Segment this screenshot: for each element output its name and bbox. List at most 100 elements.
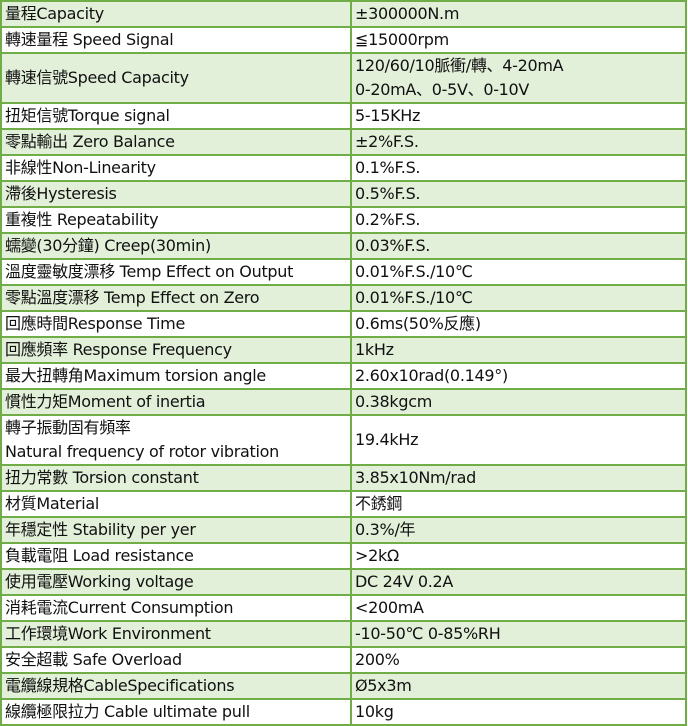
table-row: 扭矩信號Torque signal 5-15KHz [0, 102, 687, 130]
spec-label-cell: 轉子振動固有頻率 Natural frequency of rotor vibra… [0, 414, 352, 466]
table-row: 負載電阻 Load resistance >2kΩ [0, 542, 687, 570]
spec-value: <200mA [355, 598, 424, 617]
spec-label-cell: 使用電壓Working voltage [0, 568, 352, 596]
table-row: 量程Capacity ±300000N.m [0, 0, 687, 28]
spec-value: 0.01%F.S./10℃ [355, 288, 473, 307]
spec-label: 安全超載 Safe Overload [5, 650, 182, 669]
spec-value-cell: 1kHz [350, 336, 687, 364]
spec-label: Natural frequency of rotor vibration [5, 442, 279, 461]
table-row: 蠕變(30分鐘) Creep(30min) 0.03%F.S. [0, 232, 687, 260]
spec-label: 材質Material [5, 494, 100, 513]
spec-label-cell: 負載電阻 Load resistance [0, 542, 352, 570]
spec-value-cell: DC 24V 0.2A [350, 568, 687, 596]
spec-value-cell: 0.3%/年 [350, 516, 687, 544]
spec-label-cell: 安全超載 Safe Overload [0, 646, 352, 674]
spec-label-cell: 消耗電流Current Consumption [0, 594, 352, 622]
table-row: 轉子振動固有頻率 Natural frequency of rotor vibra… [0, 414, 687, 466]
table-row: 重複性 Repeatability 0.2%F.S. [0, 206, 687, 234]
spec-label: 扭矩信號Torque signal [5, 106, 170, 125]
spec-value-cell: 2.60x10rad(0.149°) [350, 362, 687, 390]
table-row: 零點輸出 Zero Balance ±2%F.S. [0, 128, 687, 156]
spec-label-cell: 蠕變(30分鐘) Creep(30min) [0, 232, 352, 260]
spec-label: 重複性 Repeatability [5, 210, 159, 229]
table-row: 零點溫度漂移 Temp Effect on Zero 0.01%F.S./10℃ [0, 284, 687, 312]
spec-label-cell: 年穩定性 Stability per yer [0, 516, 352, 544]
spec-label: 線纜極限拉力 Cable ultimate pull [5, 702, 250, 721]
spec-label-cell: 回應時間Response Time [0, 310, 352, 338]
table-row: 回應時間Response Time 0.6ms(50%反應) [0, 310, 687, 338]
spec-value: 2.60x10rad(0.149°) [355, 366, 508, 385]
spec-value: 0.5%F.S. [355, 184, 421, 203]
spec-value: 0.38kgcm [355, 392, 433, 411]
spec-label: 溫度靈敏度漂移 Temp Effect on Output [5, 262, 294, 281]
spec-label-cell: 扭力常數 Torsion constant [0, 464, 352, 492]
table-row: 安全超載 Safe Overload 200% [0, 646, 687, 674]
spec-value: 0.3%/年 [355, 520, 416, 539]
spec-label-cell: 材質Material [0, 490, 352, 518]
table-row: 回應頻率 Response Frequency 1kHz [0, 336, 687, 364]
spec-value-cell: 0.5%F.S. [350, 180, 687, 208]
spec-value-cell: ±2%F.S. [350, 128, 687, 156]
spec-value-cell: 200% [350, 646, 687, 674]
spec-value: ≦15000rpm [355, 30, 449, 49]
spec-label: 扭力常數 Torsion constant [5, 468, 199, 487]
spec-value: 0.03%F.S. [355, 236, 431, 255]
spec-value-cell: 3.85x10Nm/rad [350, 464, 687, 492]
spec-label: 零點輸出 Zero Balance [5, 132, 175, 151]
spec-label: 回應時間Response Time [5, 314, 185, 333]
spec-value: 1kHz [355, 340, 394, 359]
table-row: 電纜線規格CableSpecifications Ø5x3m [0, 672, 687, 700]
spec-value: 0.1%F.S. [355, 158, 421, 177]
spec-label-cell: 溫度靈敏度漂移 Temp Effect on Output [0, 258, 352, 286]
spec-label: 慣性力矩Moment of inertia [5, 392, 206, 411]
spec-value-cell: 0.6ms(50%反應) [350, 310, 687, 338]
spec-value: 10kg [355, 702, 394, 721]
spec-value-cell: 0.01%F.S./10℃ [350, 284, 687, 312]
spec-value: 120/60/10脈衝/轉、4-20mA [355, 56, 564, 75]
table-row: 慣性力矩Moment of inertia 0.38kgcm [0, 388, 687, 416]
table-row: 非線性Non-Linearity 0.1%F.S. [0, 154, 687, 182]
spec-value: 3.85x10Nm/rad [355, 468, 477, 487]
spec-value: ±300000N.m [355, 4, 460, 23]
spec-value: ±2%F.S. [355, 132, 419, 151]
spec-value: 不銹鋼 [355, 494, 403, 513]
spec-label: 轉速信號Speed Capacity [5, 68, 189, 87]
spec-value: 5-15KHz [355, 106, 421, 125]
table-row: 轉速信號Speed Capacity 120/60/10脈衝/轉、4-20mA 0-… [0, 52, 687, 104]
spec-label-cell: 零點溫度漂移 Temp Effect on Zero [0, 284, 352, 312]
spec-label: 蠕變(30分鐘) Creep(30min) [5, 236, 211, 255]
spec-value-cell: ±300000N.m [350, 0, 687, 28]
spec-label: 轉子振動固有頻率 [5, 418, 131, 437]
spec-value: 19.4kHz [355, 430, 419, 449]
spec-label: 非線性Non-Linearity [5, 158, 156, 177]
spec-value-cell: 0.38kgcm [350, 388, 687, 416]
spec-value: Ø5x3m [355, 676, 412, 695]
spec-label-cell: 滯後Hysteresis [0, 180, 352, 208]
table-row: 線纜極限拉力 Cable ultimate pull 10kg [0, 698, 687, 726]
table-row: 材質Material 不銹鋼 [0, 490, 687, 518]
spec-value: >2kΩ [355, 546, 399, 565]
spec-value-cell: ≦15000rpm [350, 26, 687, 54]
spec-label-cell: 最大扭轉角Maximum torsion angle [0, 362, 352, 390]
spec-label: 零點溫度漂移 Temp Effect on Zero [5, 288, 260, 307]
spec-value-cell: Ø5x3m [350, 672, 687, 700]
spec-label-cell: 工作環境Work Environment [0, 620, 352, 648]
spec-value-cell: -10-50℃ 0-85%RH [350, 620, 687, 648]
table-row: 滯後Hysteresis 0.5%F.S. [0, 180, 687, 208]
spec-value-cell: 0.03%F.S. [350, 232, 687, 260]
spec-label-cell: 轉速信號Speed Capacity [0, 52, 352, 104]
spec-value: -10-50℃ 0-85%RH [355, 624, 501, 643]
spec-label-cell: 量程Capacity [0, 0, 352, 28]
spec-value: 0-20mA、0-5V、0-10V [355, 80, 530, 99]
spec-label: 使用電壓Working voltage [5, 572, 194, 591]
spec-value: 0.2%F.S. [355, 210, 421, 229]
spec-label: 年穩定性 Stability per yer [5, 520, 196, 539]
spec-label-cell: 電纜線規格CableSpecifications [0, 672, 352, 700]
spec-value-cell: >2kΩ [350, 542, 687, 570]
table-row: 使用電壓Working voltage DC 24V 0.2A [0, 568, 687, 596]
spec-label-cell: 非線性Non-Linearity [0, 154, 352, 182]
spec-value-cell: 0.2%F.S. [350, 206, 687, 234]
spec-value-cell: <200mA [350, 594, 687, 622]
spec-value: DC 24V 0.2A [355, 572, 454, 591]
